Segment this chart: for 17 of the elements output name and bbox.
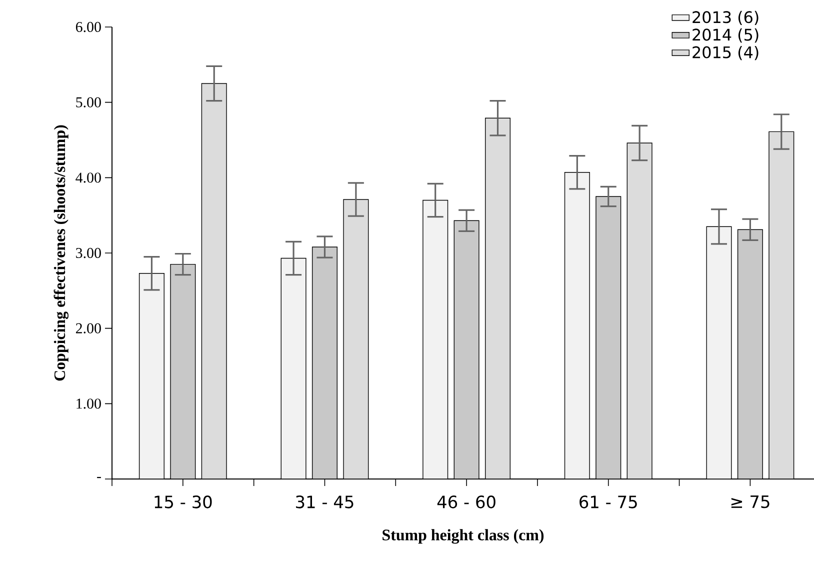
y-axis-title: Coppicing effectivenes (shoots/stump): [54, 125, 68, 381]
y-tick-label: 6.00: [76, 22, 101, 32]
y-tick-label: -: [97, 476, 101, 478]
legend-label: 2013 (6): [692, 10, 758, 26]
y-tick-label: 3.00: [76, 248, 101, 258]
y-tick-label: 1.00: [76, 398, 101, 409]
legend-label: 2015 (4): [692, 46, 758, 60]
x-tick-label: 31 - 45: [296, 496, 354, 508]
legend-label: 2014 (5): [692, 28, 758, 43]
x-tick-label: 46 - 60: [437, 496, 496, 508]
y-tick-label: 2.00: [76, 323, 101, 334]
x-tick-label: ≥ 75: [731, 496, 770, 508]
x-tick-label: 61 - 75: [580, 496, 637, 508]
x-tick-label: 15 - 30: [154, 496, 212, 508]
y-tick-label: 4.00: [76, 172, 101, 183]
y-tick-label: 5.00: [76, 97, 101, 108]
x-axis-title: Stump height class (cm): [382, 529, 544, 544]
